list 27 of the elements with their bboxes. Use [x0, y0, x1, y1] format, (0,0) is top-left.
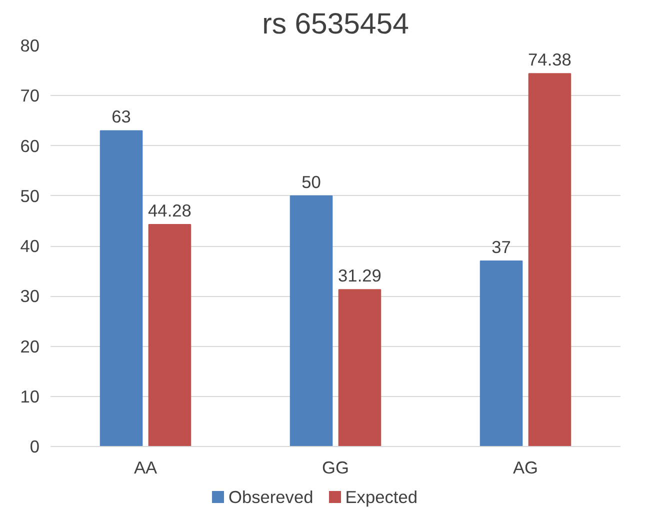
y-tick-label: 20 [20, 336, 40, 356]
y-tick-label: 80 [20, 36, 40, 56]
y-tick-label: 0 [30, 436, 40, 456]
data-label: 50 [302, 172, 321, 192]
data-label: 74.38 [528, 50, 572, 70]
bar [528, 73, 572, 446]
y-tick-label: 70 [20, 86, 40, 106]
bar [100, 130, 143, 446]
legend-label: Expected [344, 486, 418, 509]
bar [290, 195, 333, 446]
bar [148, 224, 192, 446]
y-tick-label: 50 [20, 186, 40, 206]
legend-label: Obsereved [227, 486, 314, 509]
bar [480, 260, 523, 446]
x-tick-label: AA [134, 458, 158, 478]
x-tick-label: GG [322, 458, 349, 478]
data-label: 31.29 [338, 266, 382, 286]
y-tick-label: 40 [20, 236, 40, 256]
data-label: 37 [492, 237, 511, 258]
data-label: 63 [112, 106, 131, 127]
y-tick-label: 10 [20, 386, 40, 406]
data-label: 44.28 [148, 200, 192, 221]
x-tick-label: AG [512, 458, 538, 478]
y-tick-label: 60 [20, 136, 40, 156]
bar [338, 289, 382, 446]
y-tick-label: 30 [20, 286, 40, 306]
chart-title: rs 6535454 [262, 8, 409, 40]
